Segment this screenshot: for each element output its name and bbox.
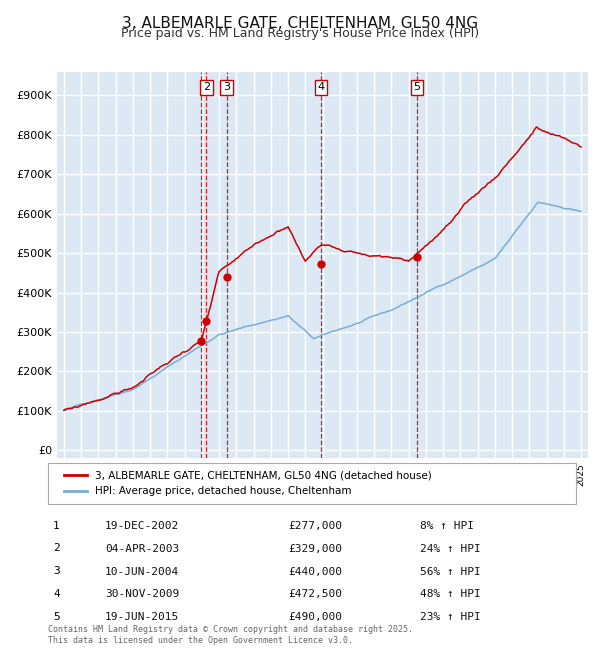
Text: 04-APR-2003: 04-APR-2003 <box>105 544 179 554</box>
Text: 5: 5 <box>53 612 60 621</box>
Text: £440,000: £440,000 <box>288 567 342 577</box>
Text: 23% ↑ HPI: 23% ↑ HPI <box>420 612 481 622</box>
Text: 10-JUN-2004: 10-JUN-2004 <box>105 567 179 577</box>
Text: 56% ↑ HPI: 56% ↑ HPI <box>420 567 481 577</box>
FancyBboxPatch shape <box>48 463 576 504</box>
Text: £472,500: £472,500 <box>288 590 342 599</box>
Text: Contains HM Land Registry data © Crown copyright and database right 2025.
This d: Contains HM Land Registry data © Crown c… <box>48 625 413 645</box>
Legend: 3, ALBEMARLE GATE, CHELTENHAM, GL50 4NG (detached house), HPI: Average price, de: 3, ALBEMARLE GATE, CHELTENHAM, GL50 4NG … <box>58 466 437 501</box>
Text: 24% ↑ HPI: 24% ↑ HPI <box>420 544 481 554</box>
Text: 8% ↑ HPI: 8% ↑ HPI <box>420 521 474 531</box>
Text: 19-JUN-2015: 19-JUN-2015 <box>105 612 179 622</box>
Text: 2: 2 <box>53 543 60 553</box>
Text: £277,000: £277,000 <box>288 521 342 531</box>
Text: 3, ALBEMARLE GATE, CHELTENHAM, GL50 4NG: 3, ALBEMARLE GATE, CHELTENHAM, GL50 4NG <box>122 16 478 31</box>
Text: Price paid vs. HM Land Registry's House Price Index (HPI): Price paid vs. HM Land Registry's House … <box>121 27 479 40</box>
Text: 4: 4 <box>53 589 60 599</box>
Text: 4: 4 <box>317 83 325 92</box>
Text: 48% ↑ HPI: 48% ↑ HPI <box>420 590 481 599</box>
Text: 3: 3 <box>53 566 60 576</box>
Text: 5: 5 <box>413 83 421 92</box>
Text: 19-DEC-2002: 19-DEC-2002 <box>105 521 179 531</box>
Text: 3: 3 <box>223 83 230 92</box>
Text: 2: 2 <box>203 83 210 92</box>
Text: 1: 1 <box>53 521 60 530</box>
Text: £329,000: £329,000 <box>288 544 342 554</box>
Text: £490,000: £490,000 <box>288 612 342 622</box>
Text: 30-NOV-2009: 30-NOV-2009 <box>105 590 179 599</box>
